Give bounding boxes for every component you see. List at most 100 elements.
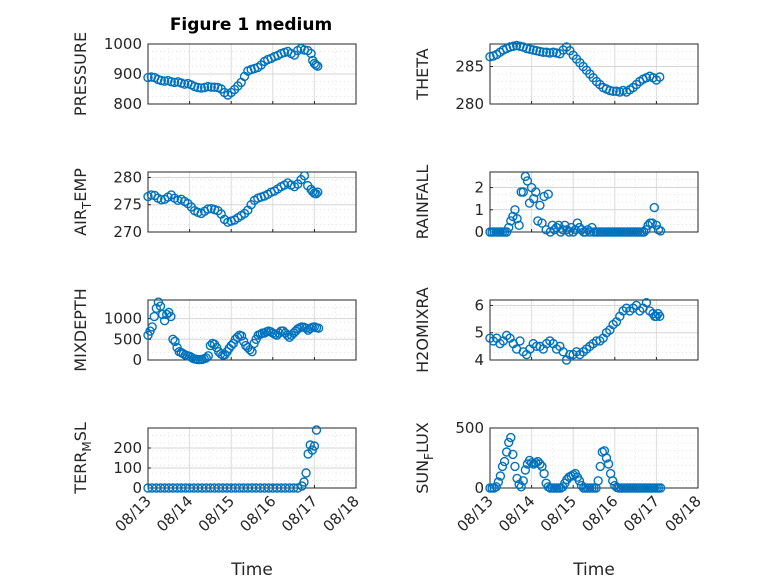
data-point: [226, 340, 236, 351]
y-tick-label: 1000: [104, 310, 142, 328]
data-point: [514, 220, 524, 231]
data-point: [157, 309, 168, 320]
x-axis-label: Time: [230, 560, 273, 580]
series-markers: [485, 40, 665, 97]
y-axis-label: RAINFALL: [413, 165, 432, 240]
data-point: [166, 77, 176, 87]
axes-box: [489, 43, 699, 105]
data-point: [209, 82, 220, 92]
data-point: [247, 347, 257, 357]
data-point: [512, 213, 522, 224]
figure-title: Figure 1 medium: [170, 15, 332, 35]
y-tick-label: 280: [113, 168, 142, 186]
data-point: [595, 461, 605, 472]
data-point: [601, 453, 612, 463]
y-axis-label: THETA: [413, 48, 432, 100]
data-point: [520, 465, 531, 475]
axes-box: [147, 299, 357, 361]
y-tick-label: 200: [113, 439, 142, 457]
y-axis-label: TERRMSL: [71, 422, 94, 495]
data-point: [299, 477, 309, 487]
data-point: [655, 311, 665, 322]
data-point: [641, 298, 652, 308]
data-point: [301, 468, 311, 478]
data-point: [543, 189, 553, 199]
data-point: [179, 79, 190, 89]
data-point: [203, 351, 214, 361]
data-point: [520, 171, 531, 182]
data-point: [493, 477, 504, 487]
x-tick-label: 08/15: [537, 492, 580, 535]
data-point: [608, 86, 618, 96]
y-axis-label: SUNFLUX: [413, 422, 436, 494]
data-point: [245, 344, 255, 355]
data-point: [201, 353, 211, 363]
data-point: [311, 60, 321, 70]
data-point: [203, 204, 213, 214]
data-point: [560, 220, 570, 231]
data-point: [504, 222, 514, 233]
data-point: [535, 459, 545, 469]
data-point: [539, 468, 549, 479]
data-point: [169, 77, 180, 88]
data-point: [495, 471, 506, 481]
y-tick-label: 900: [113, 65, 142, 83]
data-point: [593, 476, 603, 486]
data-point: [510, 461, 520, 472]
data-point: [282, 330, 293, 340]
data-point: [311, 189, 321, 199]
series-markers: [485, 432, 666, 493]
x-tick-label: 08/13: [112, 492, 155, 535]
data-point: [522, 176, 533, 186]
data-point: [574, 476, 585, 486]
y-tick-label: 1: [474, 201, 484, 219]
y-tick-label: 1000: [104, 35, 142, 53]
data-point: [608, 476, 618, 486]
x-tick-label: 08/14: [495, 492, 538, 535]
data-point: [515, 336, 525, 346]
data-point: [501, 447, 512, 457]
y-tick-label: 275: [113, 196, 142, 214]
y-tick-label: 0: [132, 479, 142, 497]
x-tick-label: 08/16: [578, 492, 621, 535]
data-point: [186, 352, 197, 363]
data-point: [512, 473, 522, 484]
y-axis-label: PRESSURE: [71, 32, 90, 116]
series-markers: [143, 171, 323, 227]
data-point: [564, 227, 574, 237]
data-point: [156, 75, 167, 86]
data-point: [501, 227, 512, 237]
series-markers: [485, 298, 665, 365]
data-point: [506, 216, 516, 226]
y-tick-label: 0: [474, 223, 484, 241]
data-point: [193, 82, 203, 93]
data-point: [288, 483, 299, 493]
data-point: [649, 202, 660, 213]
data-point: [206, 82, 216, 92]
subplot-1: 800 900 1000 PRESSURE: [71, 32, 357, 116]
data-point: [313, 187, 323, 197]
y-tick-label: 4: [474, 351, 484, 369]
y-tick-label: 0: [474, 479, 484, 497]
data-point: [568, 227, 578, 237]
data-point: [236, 331, 247, 341]
y-tick-label: 280: [455, 95, 484, 113]
data-point: [655, 226, 666, 236]
series-markers: [143, 297, 324, 365]
data-point: [497, 461, 508, 472]
x-tick-label: 08/18: [662, 492, 705, 535]
data-point: [149, 311, 159, 322]
y-tick-label: 285: [455, 58, 484, 76]
subplot-2: 280 285 THETA: [413, 40, 699, 113]
data-point: [603, 459, 614, 469]
data-point: [641, 225, 651, 235]
data-point: [516, 482, 526, 492]
data-point: [205, 340, 216, 351]
data-point: [147, 322, 157, 332]
data-point: [499, 456, 510, 467]
y-tick-label: 100: [113, 459, 142, 477]
subplot-5: 0 500 1000 MIXDEPTH: [71, 288, 357, 372]
series-markers: [143, 43, 323, 100]
